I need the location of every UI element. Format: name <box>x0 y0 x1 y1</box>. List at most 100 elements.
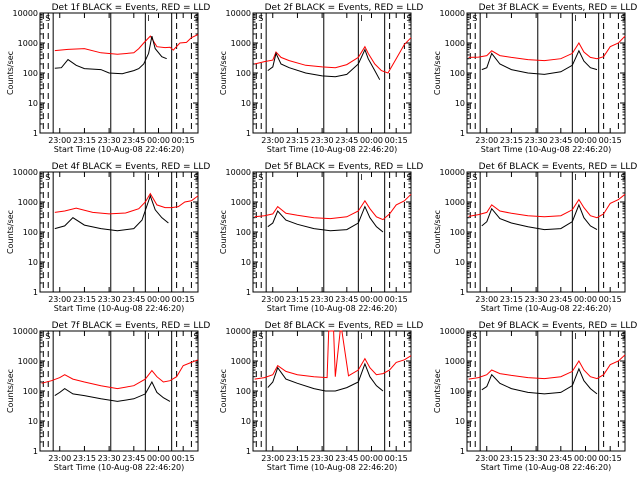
lld-series-line <box>254 193 412 221</box>
x-tick-label: 23:30 <box>311 454 334 463</box>
y-tick-label: 1000 <box>18 39 38 48</box>
events-series-line <box>481 203 598 231</box>
plot-frame <box>466 330 626 452</box>
x-axis-label: Start Time (10-Aug-08 22:46:20) <box>481 463 612 472</box>
y-tick-label: 10 <box>455 417 465 426</box>
x-tick-label: 23:00 <box>48 295 71 304</box>
x-axis-label: Start Time (10-Aug-08 22:46:20) <box>54 145 185 154</box>
y-tick-label: 10000 <box>13 9 38 18</box>
x-tick-label: 23:45 <box>335 454 358 463</box>
x-tick-label: 00:00 <box>360 136 383 145</box>
y-tick-label: 1000 <box>231 198 251 207</box>
x-tick-label: 23:15 <box>500 136 523 145</box>
x-tick-label: 23:15 <box>500 295 523 304</box>
chart-title: Det 6f BLACK = Events, RED = LLD <box>479 162 638 172</box>
x-tick-label: 00:00 <box>147 136 170 145</box>
marker-label: I <box>147 173 149 182</box>
y-tick-label: 10000 <box>440 327 465 336</box>
y-axis-label: Counts/sec <box>433 51 442 95</box>
x-tick-label: 00:15 <box>385 454 408 463</box>
y-axis-label: Counts/sec <box>433 369 442 413</box>
x-tick-label: 00:15 <box>172 136 195 145</box>
y-tick-label: 10 <box>28 99 38 108</box>
x-tick-label: 23:45 <box>549 136 572 145</box>
y-tick-label: 1 <box>33 447 38 456</box>
x-tick-label: 00:00 <box>360 295 383 304</box>
events-series-line <box>481 49 598 75</box>
y-axis-label: Counts/sec <box>219 51 228 95</box>
y-tick-label: 100 <box>450 69 465 78</box>
x-tick-label: 00:15 <box>172 295 195 304</box>
marker-label: S <box>258 173 263 182</box>
x-tick-label: 00:00 <box>574 136 597 145</box>
x-tick-label: 00:00 <box>360 454 383 463</box>
y-tick-label: 1 <box>246 129 251 138</box>
y-tick-label: 1 <box>33 129 38 138</box>
x-tick-label: 23:00 <box>261 295 284 304</box>
marker-label: S <box>620 332 625 341</box>
y-axis-label: Counts/sec <box>219 210 228 254</box>
lld-series-line <box>468 354 626 380</box>
y-tick-label: 100 <box>23 228 38 237</box>
chart-title: Det 3f BLACK = Events, RED = LLD <box>479 3 638 13</box>
y-tick-label: 100 <box>236 228 251 237</box>
events-series-line <box>54 194 169 232</box>
x-tick-label: 23:45 <box>122 295 145 304</box>
marker-label: S <box>406 332 411 341</box>
x-tick-label: 00:15 <box>385 136 408 145</box>
x-tick-label: 23:00 <box>475 295 498 304</box>
marker-label: S <box>193 173 198 182</box>
marker-label: I <box>574 332 576 341</box>
marker-label: S <box>45 173 50 182</box>
lld-series-line <box>468 35 626 62</box>
x-tick-label: 00:00 <box>574 454 597 463</box>
chart-title: Det 9f BLACK = Events, RED = LLD <box>479 321 638 331</box>
y-tick-label: 1 <box>246 288 251 297</box>
x-tick-label: 23:15 <box>286 454 309 463</box>
chart-title: Det 1f BLACK = Events, RED = LLD <box>52 3 211 13</box>
y-tick-label: 10000 <box>440 168 465 177</box>
x-axis-label: Start Time (10-Aug-08 22:46:20) <box>481 145 612 154</box>
y-tick-label: 10000 <box>13 327 38 336</box>
x-tick-label: 23:45 <box>549 454 572 463</box>
y-tick-label: 10 <box>28 258 38 267</box>
plot-frame <box>466 171 626 293</box>
lld-series-line <box>54 192 199 215</box>
marker-label: I <box>360 14 362 23</box>
x-tick-label: 23:15 <box>73 136 96 145</box>
x-tick-label: 23:15 <box>73 454 96 463</box>
y-tick-label: 1000 <box>445 198 465 207</box>
x-tick-label: 23:15 <box>286 136 309 145</box>
y-tick-label: 1000 <box>445 357 465 366</box>
plot-frame <box>39 12 199 134</box>
y-axis-label: Counts/sec <box>6 210 15 254</box>
x-tick-label: 23:00 <box>48 454 71 463</box>
x-tick-label: 23:45 <box>122 136 145 145</box>
y-tick-label: 1000 <box>445 39 465 48</box>
x-tick-label: 23:30 <box>311 136 334 145</box>
y-tick-label: 10 <box>241 99 251 108</box>
x-tick-label: 23:15 <box>500 454 523 463</box>
x-tick-label: 23:30 <box>98 295 121 304</box>
x-tick-label: 23:00 <box>475 136 498 145</box>
y-tick-label: 10000 <box>13 168 38 177</box>
x-tick-label: 00:15 <box>599 136 622 145</box>
x-tick-label: 23:30 <box>525 454 548 463</box>
x-tick-label: 23:30 <box>98 136 121 145</box>
events-series-line <box>481 367 598 395</box>
marker-label: S <box>620 14 625 23</box>
marker-label: S <box>258 14 263 23</box>
x-tick-label: 00:15 <box>385 295 408 304</box>
plot-frame <box>39 171 199 293</box>
marker-label: I <box>360 332 362 341</box>
x-tick-label: 23:45 <box>122 454 145 463</box>
y-tick-label: 10 <box>241 417 251 426</box>
y-tick-label: 100 <box>236 69 251 78</box>
plot-frame <box>466 12 626 134</box>
marker-label: I <box>574 14 576 23</box>
lld-series-line <box>254 330 412 380</box>
